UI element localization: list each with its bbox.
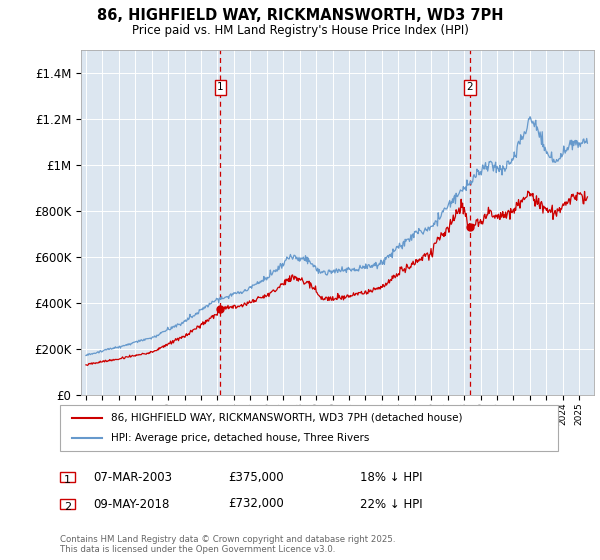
Text: £732,000: £732,000 (228, 497, 284, 511)
Text: Contains HM Land Registry data © Crown copyright and database right 2025.
This d: Contains HM Land Registry data © Crown c… (60, 535, 395, 554)
Text: 2: 2 (467, 82, 473, 92)
Text: 18% ↓ HPI: 18% ↓ HPI (360, 470, 422, 484)
Text: 2: 2 (64, 502, 71, 512)
Text: 1: 1 (217, 82, 224, 92)
Text: £375,000: £375,000 (228, 470, 284, 484)
Text: 09-MAY-2018: 09-MAY-2018 (93, 497, 169, 511)
Text: 07-MAR-2003: 07-MAR-2003 (93, 470, 172, 484)
Text: HPI: Average price, detached house, Three Rivers: HPI: Average price, detached house, Thre… (111, 433, 370, 443)
Text: 86, HIGHFIELD WAY, RICKMANSWORTH, WD3 7PH: 86, HIGHFIELD WAY, RICKMANSWORTH, WD3 7P… (97, 8, 503, 24)
Text: 1: 1 (64, 475, 71, 485)
Text: 22% ↓ HPI: 22% ↓ HPI (360, 497, 422, 511)
Text: 86, HIGHFIELD WAY, RICKMANSWORTH, WD3 7PH (detached house): 86, HIGHFIELD WAY, RICKMANSWORTH, WD3 7P… (111, 413, 463, 423)
Text: Price paid vs. HM Land Registry's House Price Index (HPI): Price paid vs. HM Land Registry's House … (131, 24, 469, 36)
